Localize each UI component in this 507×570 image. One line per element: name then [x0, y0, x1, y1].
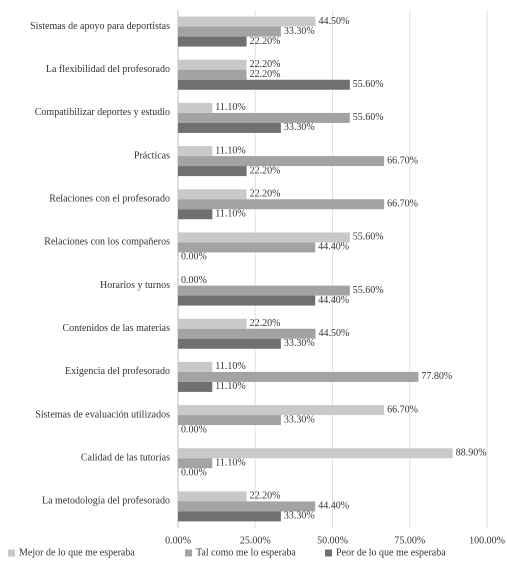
bar [178, 242, 316, 253]
value-label: 33.30% [284, 338, 315, 349]
y-tick-label: La metodología del profesorado [42, 496, 170, 507]
value-label: 0.00% [181, 275, 207, 286]
bar [178, 371, 419, 382]
value-label: 55.60% [353, 232, 384, 243]
value-label: 44.40% [318, 242, 349, 253]
value-label: 22.20% [250, 165, 281, 176]
bar [178, 511, 281, 522]
bar [178, 166, 247, 177]
y-tick-label: La flexibilidad del profesorado [46, 64, 170, 75]
value-label: 66.70% [387, 199, 418, 210]
bar [178, 112, 350, 123]
bar [178, 338, 281, 349]
bar [178, 146, 213, 157]
value-label: 11.10% [215, 381, 245, 392]
value-label: 11.10% [215, 209, 245, 220]
x-tick-label: 50.00% [317, 535, 348, 546]
value-label: 0.00% [181, 424, 207, 435]
bar [178, 295, 316, 306]
value-label: 11.10% [215, 102, 245, 113]
legend-swatch [325, 549, 332, 557]
bar [178, 285, 350, 296]
bar [178, 122, 281, 133]
bar [178, 458, 213, 469]
value-label: 77.80% [421, 371, 452, 382]
bar [178, 79, 350, 90]
y-tick-label: Compatibilizar deportes y estudio [35, 107, 170, 118]
legend-label: Mejor de lo que me esperaba [19, 547, 135, 558]
bar [178, 232, 350, 243]
bar [178, 448, 453, 459]
bar [178, 36, 247, 47]
value-label: 33.30% [284, 122, 315, 133]
y-tick-label: Relaciones con los compañeros [44, 237, 170, 248]
value-label: 22.20% [250, 36, 281, 47]
value-label: 22.20% [250, 59, 281, 70]
bar [178, 328, 316, 339]
x-tick-label: 25.00% [240, 535, 271, 546]
bar [178, 501, 316, 512]
value-label: 55.60% [353, 79, 384, 90]
bar [178, 59, 247, 70]
bar [178, 209, 213, 220]
value-label: 44.40% [318, 501, 349, 512]
bar [178, 102, 213, 113]
bar [178, 16, 316, 27]
value-label: 22.20% [250, 491, 281, 502]
value-label: 44.40% [318, 295, 349, 306]
bar [178, 491, 247, 502]
y-tick-label: Exigencia del profesorado [65, 366, 170, 377]
value-label: 22.20% [250, 318, 281, 329]
value-label: 44.50% [319, 328, 350, 339]
value-label: 11.10% [215, 361, 245, 372]
y-tick-label: Relaciones con el profesorado [49, 194, 170, 205]
legend-label: Tal como me lo esperaba [196, 547, 296, 558]
y-tick-label: Sistemas de evaluación utilizados [35, 409, 170, 420]
bar [178, 189, 247, 200]
bar [178, 318, 247, 329]
value-label: 22.20% [250, 189, 281, 200]
value-label: 11.10% [215, 145, 245, 156]
value-label: 55.60% [353, 112, 384, 123]
bar [178, 199, 385, 210]
value-label: 88.90% [456, 448, 487, 459]
value-label: 33.30% [284, 26, 315, 37]
bar [178, 69, 247, 80]
value-label: 33.30% [284, 414, 315, 425]
value-label: 55.60% [353, 285, 384, 296]
bar [178, 405, 385, 416]
legend-swatch [8, 549, 15, 557]
bar [178, 156, 385, 167]
value-label: 0.00% [181, 252, 207, 263]
x-tick-label: 100.00% [469, 535, 505, 546]
value-label: 0.00% [181, 468, 207, 479]
x-tick-label: 0.00% [165, 535, 191, 546]
bar [178, 361, 213, 372]
value-label: 66.70% [387, 155, 418, 166]
value-label: 22.20% [250, 69, 281, 80]
legend-swatch [185, 549, 192, 557]
bar [178, 415, 281, 426]
bar [178, 381, 213, 392]
legend-label: Peor de lo que me esperaba [336, 547, 446, 558]
bar [178, 26, 281, 37]
y-tick-label: Prácticas [134, 150, 170, 161]
y-tick-label: Sistemas de apoyo para deportistas [30, 21, 170, 32]
y-tick-label: Horarios y turnos [100, 280, 170, 291]
value-label: 33.30% [284, 511, 315, 522]
x-tick-label: 75.00% [394, 535, 425, 546]
value-label: 44.50% [319, 16, 350, 27]
value-label: 66.70% [387, 404, 418, 415]
value-label: 11.10% [215, 458, 245, 469]
y-tick-label: Contenidos de las materias [63, 323, 171, 334]
y-tick-label: Calidad de las tutorías [81, 453, 170, 464]
